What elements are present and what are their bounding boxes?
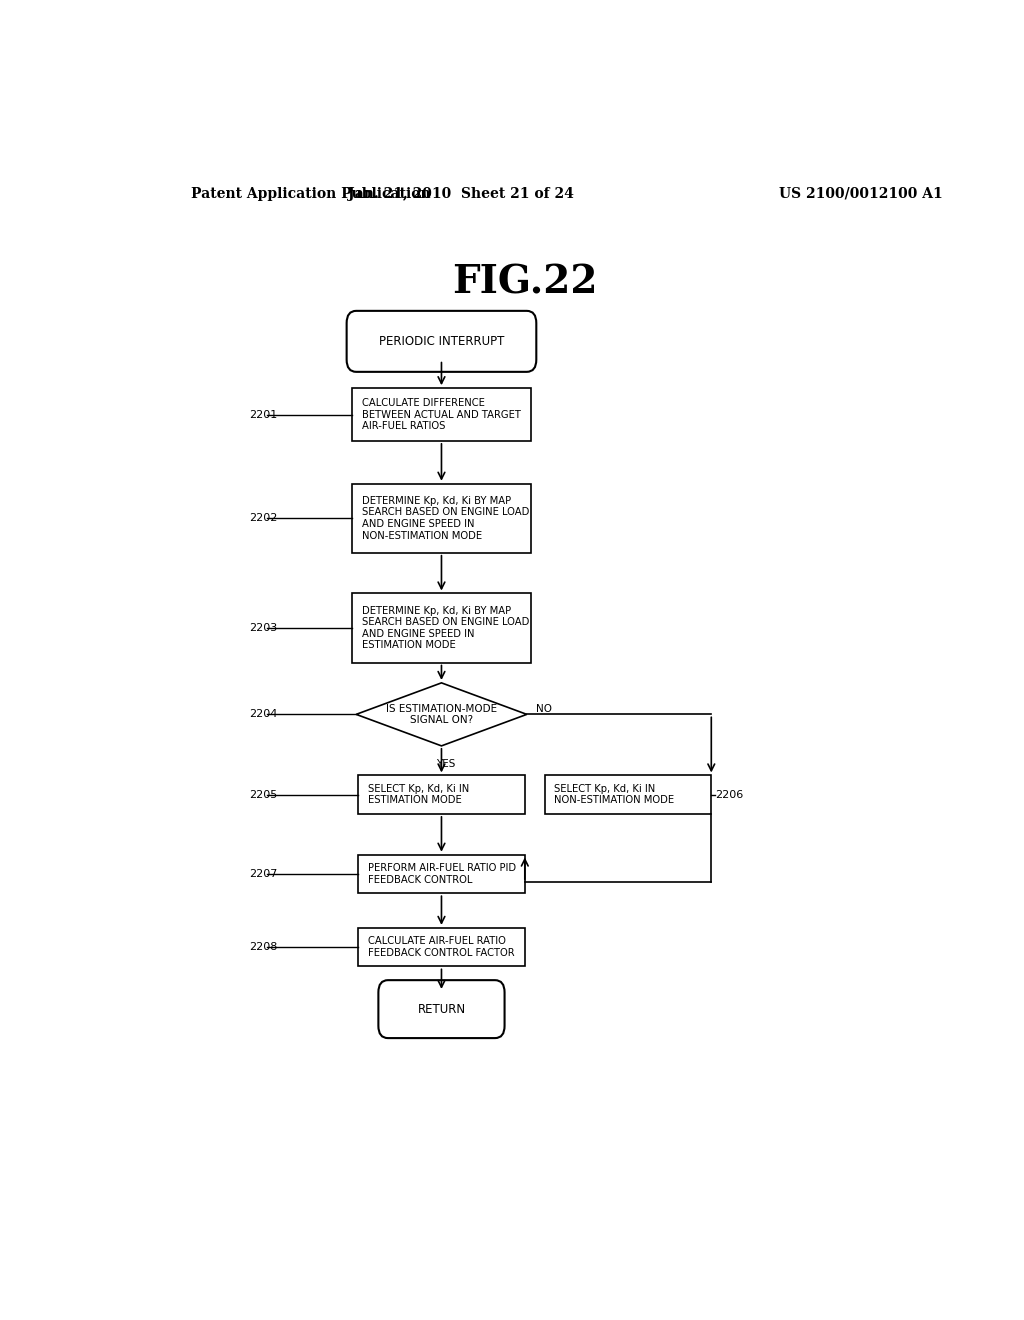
Text: 2205: 2205	[249, 789, 276, 800]
Text: YES: YES	[436, 759, 455, 770]
Text: 2203: 2203	[249, 623, 276, 634]
Polygon shape	[356, 682, 526, 746]
Text: SELECT Kp, Kd, Ki IN
ESTIMATION MODE: SELECT Kp, Kd, Ki IN ESTIMATION MODE	[368, 784, 469, 805]
Text: 2201: 2201	[249, 409, 276, 420]
Bar	[352, 594, 530, 663]
Text: DETERMINE Kp, Kd, Ki BY MAP
SEARCH BASED ON ENGINE LOAD
AND ENGINE SPEED IN
NON-: DETERMINE Kp, Kd, Ki BY MAP SEARCH BASED…	[361, 496, 529, 541]
Text: CALCULATE AIR-FUEL RATIO
FEEDBACK CONTROL FACTOR: CALCULATE AIR-FUEL RATIO FEEDBACK CONTRO…	[368, 936, 514, 958]
Bar	[352, 483, 530, 553]
Text: 2208: 2208	[249, 942, 278, 952]
Text: SELECT Kp, Kd, Ki IN
NON-ESTIMATION MODE: SELECT Kp, Kd, Ki IN NON-ESTIMATION MODE	[554, 784, 674, 805]
Bar	[358, 854, 524, 894]
Text: RETURN: RETURN	[418, 1003, 466, 1015]
Text: Jan. 21, 2010  Sheet 21 of 24: Jan. 21, 2010 Sheet 21 of 24	[348, 187, 574, 201]
Text: US 2100/0012100 A1: US 2100/0012100 A1	[778, 187, 942, 201]
Text: PERFORM AIR-FUEL RATIO PID
FEEDBACK CONTROL: PERFORM AIR-FUEL RATIO PID FEEDBACK CONT…	[368, 863, 516, 884]
Text: FIG.22: FIG.22	[452, 264, 598, 301]
FancyBboxPatch shape	[347, 312, 537, 372]
Bar	[545, 775, 712, 814]
Text: NO: NO	[537, 705, 552, 714]
Bar	[352, 388, 530, 441]
Text: Patent Application Publication: Patent Application Publication	[191, 187, 431, 201]
FancyBboxPatch shape	[379, 981, 505, 1038]
Text: 2207: 2207	[249, 869, 278, 879]
Text: PERIODIC INTERRUPT: PERIODIC INTERRUPT	[379, 335, 504, 348]
Text: DETERMINE Kp, Kd, Ki BY MAP
SEARCH BASED ON ENGINE LOAD
AND ENGINE SPEED IN
ESTI: DETERMINE Kp, Kd, Ki BY MAP SEARCH BASED…	[361, 606, 529, 651]
Bar	[358, 775, 524, 814]
Text: IS ESTIMATION-MODE
SIGNAL ON?: IS ESTIMATION-MODE SIGNAL ON?	[386, 704, 497, 725]
Bar	[358, 928, 524, 966]
Text: 2206: 2206	[715, 789, 743, 800]
Text: 2204: 2204	[249, 709, 278, 719]
Text: 2202: 2202	[249, 513, 278, 523]
Text: CALCULATE DIFFERENCE
BETWEEN ACTUAL AND TARGET
AIR-FUEL RATIOS: CALCULATE DIFFERENCE BETWEEN ACTUAL AND …	[361, 397, 520, 432]
